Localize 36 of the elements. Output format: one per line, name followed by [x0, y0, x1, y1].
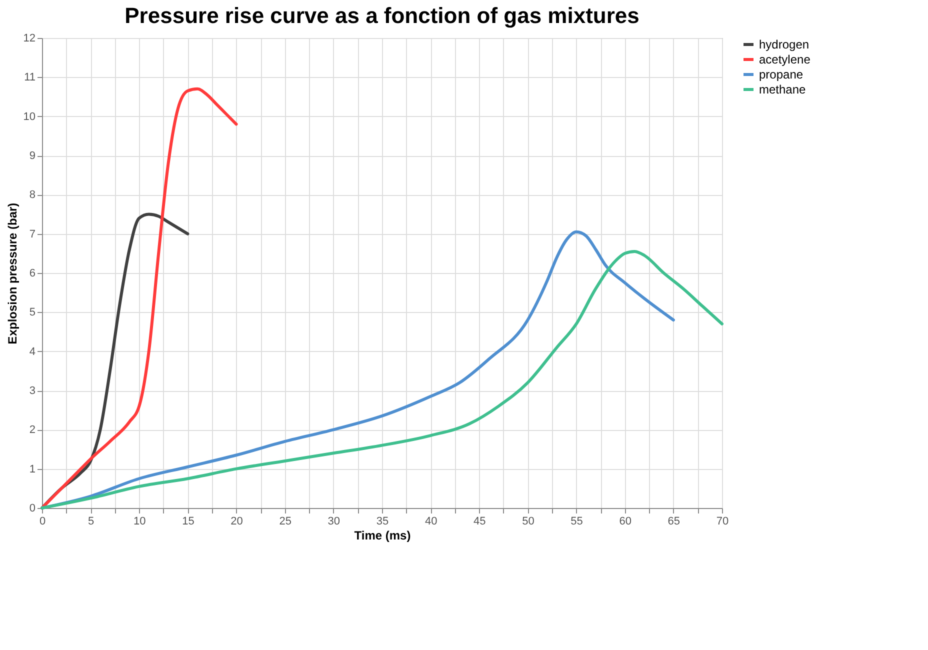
legend-label: acetylene: [759, 52, 811, 66]
y-tick-label: 0: [29, 502, 36, 514]
x-tick-label: 60: [619, 516, 632, 528]
legend-label: propane: [759, 68, 804, 82]
x-tick-label: 20: [230, 516, 243, 528]
x-tick-label: 25: [279, 516, 292, 528]
legend-label: hydrogen: [759, 38, 810, 52]
x-tick-label: 55: [570, 516, 583, 528]
x-tick-label: 0: [39, 516, 46, 528]
y-tick-label: 6: [29, 268, 36, 280]
x-tick-label: 30: [328, 516, 340, 528]
y-tick-label: 1: [29, 463, 36, 476]
y-axis-title: Explosion pressure (bar): [5, 202, 20, 344]
y-tick-label: 9: [29, 150, 36, 162]
y-tick-label: 11: [24, 72, 36, 84]
y-tick-label: 7: [29, 228, 36, 240]
x-tick-label: 5: [88, 516, 94, 528]
x-tick-label: 45: [474, 516, 486, 528]
x-tick-label: 15: [182, 516, 194, 528]
y-tick-label: 12: [23, 32, 36, 44]
legend-label: methane: [759, 82, 806, 96]
y-tick-label: 5: [29, 306, 36, 319]
y-tick-label: 10: [23, 110, 36, 123]
chart-title: Pressure rise curve as a fonction of gas mixtures: [124, 3, 640, 28]
y-tick-label: 8: [29, 189, 36, 202]
x-tick-label: 50: [522, 516, 534, 528]
x-tick-label: 40: [424, 516, 438, 528]
x-tick-label: 70: [716, 516, 729, 528]
x-tick-label: 35: [376, 516, 389, 528]
x-axis-title: Time (ms): [354, 528, 411, 542]
y-tick-label: 4: [29, 346, 36, 358]
y-tick-label: 2: [29, 424, 36, 436]
x-tick-label: 65: [668, 516, 680, 528]
y-tick-label: 3: [29, 385, 36, 397]
x-tick-label: 10: [134, 516, 146, 528]
line-series: [40, 87, 238, 510]
